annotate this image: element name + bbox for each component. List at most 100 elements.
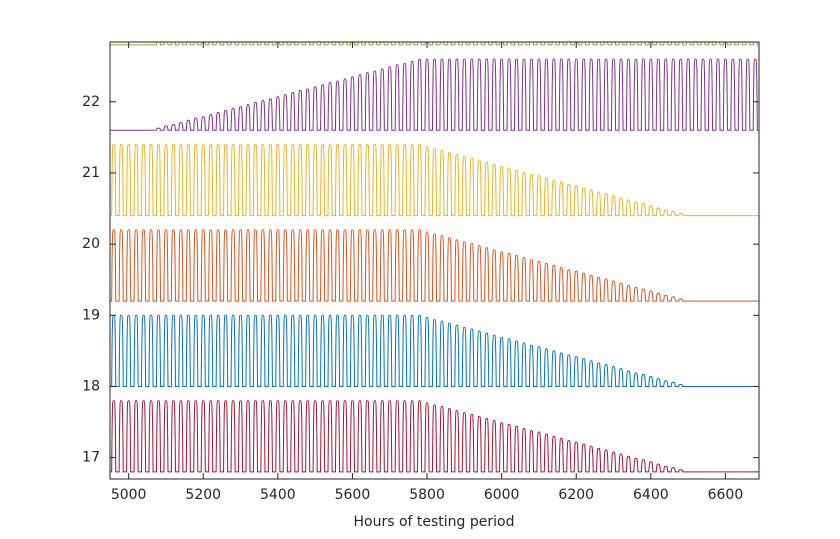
pulse — [445, 322, 454, 387]
pulse — [468, 157, 476, 217]
y-tick-label: 20 — [82, 236, 100, 252]
pulse — [535, 346, 543, 387]
pulse — [236, 314, 245, 387]
pulse — [169, 42, 178, 46]
pulse — [199, 143, 207, 217]
pulse — [475, 245, 483, 302]
y-tick-label: 17 — [82, 450, 100, 466]
pulse — [475, 42, 483, 46]
pulse — [520, 342, 528, 387]
pulse — [662, 209, 670, 217]
pulse — [274, 143, 282, 217]
pulse — [303, 229, 312, 302]
pulse — [438, 320, 446, 387]
pulse — [378, 314, 387, 387]
pulse — [691, 42, 700, 46]
pulse — [505, 252, 513, 302]
pulse — [289, 42, 297, 46]
pulse — [579, 187, 588, 217]
pulse — [557, 58, 566, 131]
pulse — [393, 143, 401, 217]
pulse — [266, 229, 275, 302]
pulse — [281, 94, 290, 131]
pulse — [676, 383, 685, 387]
pulse — [438, 405, 446, 473]
pulse — [706, 58, 715, 131]
pulse — [482, 58, 491, 131]
pulse — [445, 237, 454, 302]
pulse — [632, 457, 640, 473]
pulse — [602, 42, 610, 46]
pulse — [266, 314, 275, 387]
pulse — [333, 314, 342, 387]
pulse — [632, 372, 640, 387]
pulse — [669, 296, 677, 302]
pulse — [505, 338, 513, 387]
pulse — [214, 314, 222, 387]
pulse — [348, 400, 357, 473]
pulse — [117, 314, 125, 387]
pulse — [348, 143, 357, 217]
pulse — [162, 229, 170, 302]
pulse — [460, 58, 469, 131]
pulse — [348, 229, 357, 302]
pulse — [318, 400, 327, 473]
pulse — [676, 58, 685, 131]
pulse — [415, 400, 424, 473]
pulse — [565, 269, 573, 302]
pulse — [221, 400, 230, 473]
pulse — [527, 58, 536, 131]
pulse — [468, 242, 476, 302]
pulse — [445, 408, 454, 473]
pulse — [639, 42, 648, 46]
pulse — [520, 58, 528, 131]
pulse — [259, 99, 267, 131]
pulse — [430, 233, 439, 302]
pulse — [251, 101, 260, 131]
pulse — [192, 117, 200, 131]
pulse — [154, 314, 163, 387]
y-tick-label: 18 — [82, 378, 100, 394]
pulse — [333, 143, 342, 217]
pulse — [415, 229, 424, 302]
pulse — [139, 400, 148, 473]
pulse — [184, 119, 193, 131]
pulse — [386, 66, 394, 131]
pulse — [184, 314, 193, 387]
pulse — [497, 42, 506, 46]
pulse — [423, 146, 431, 217]
pulse — [579, 443, 588, 473]
pulse — [244, 229, 252, 302]
pulse — [311, 314, 319, 387]
pulse — [557, 181, 566, 217]
pulse — [639, 373, 648, 387]
pulse — [632, 201, 640, 217]
pulse — [587, 189, 595, 217]
pulse — [348, 76, 357, 131]
pulse — [594, 277, 603, 302]
x-tick-label: 5200 — [185, 487, 221, 503]
x-tick-label: 5600 — [335, 487, 371, 503]
pulse — [602, 58, 610, 131]
pulse — [154, 400, 163, 473]
x-tick-label: 6000 — [484, 487, 520, 503]
pulse — [535, 175, 543, 217]
pulse — [229, 229, 237, 302]
pulse — [415, 42, 424, 46]
pulse — [184, 400, 193, 473]
x-tick-label: 6400 — [633, 487, 669, 503]
pulse — [714, 58, 722, 131]
pulse — [736, 58, 745, 131]
pulse — [706, 42, 715, 46]
pulse — [423, 402, 431, 473]
pulse — [602, 449, 610, 473]
pulse — [303, 42, 312, 46]
pulse — [303, 400, 312, 473]
pulse — [162, 143, 170, 217]
pulse — [587, 274, 595, 302]
pulse — [453, 42, 461, 46]
pulse — [482, 161, 491, 217]
pulse — [259, 42, 267, 46]
pulse — [453, 410, 461, 473]
